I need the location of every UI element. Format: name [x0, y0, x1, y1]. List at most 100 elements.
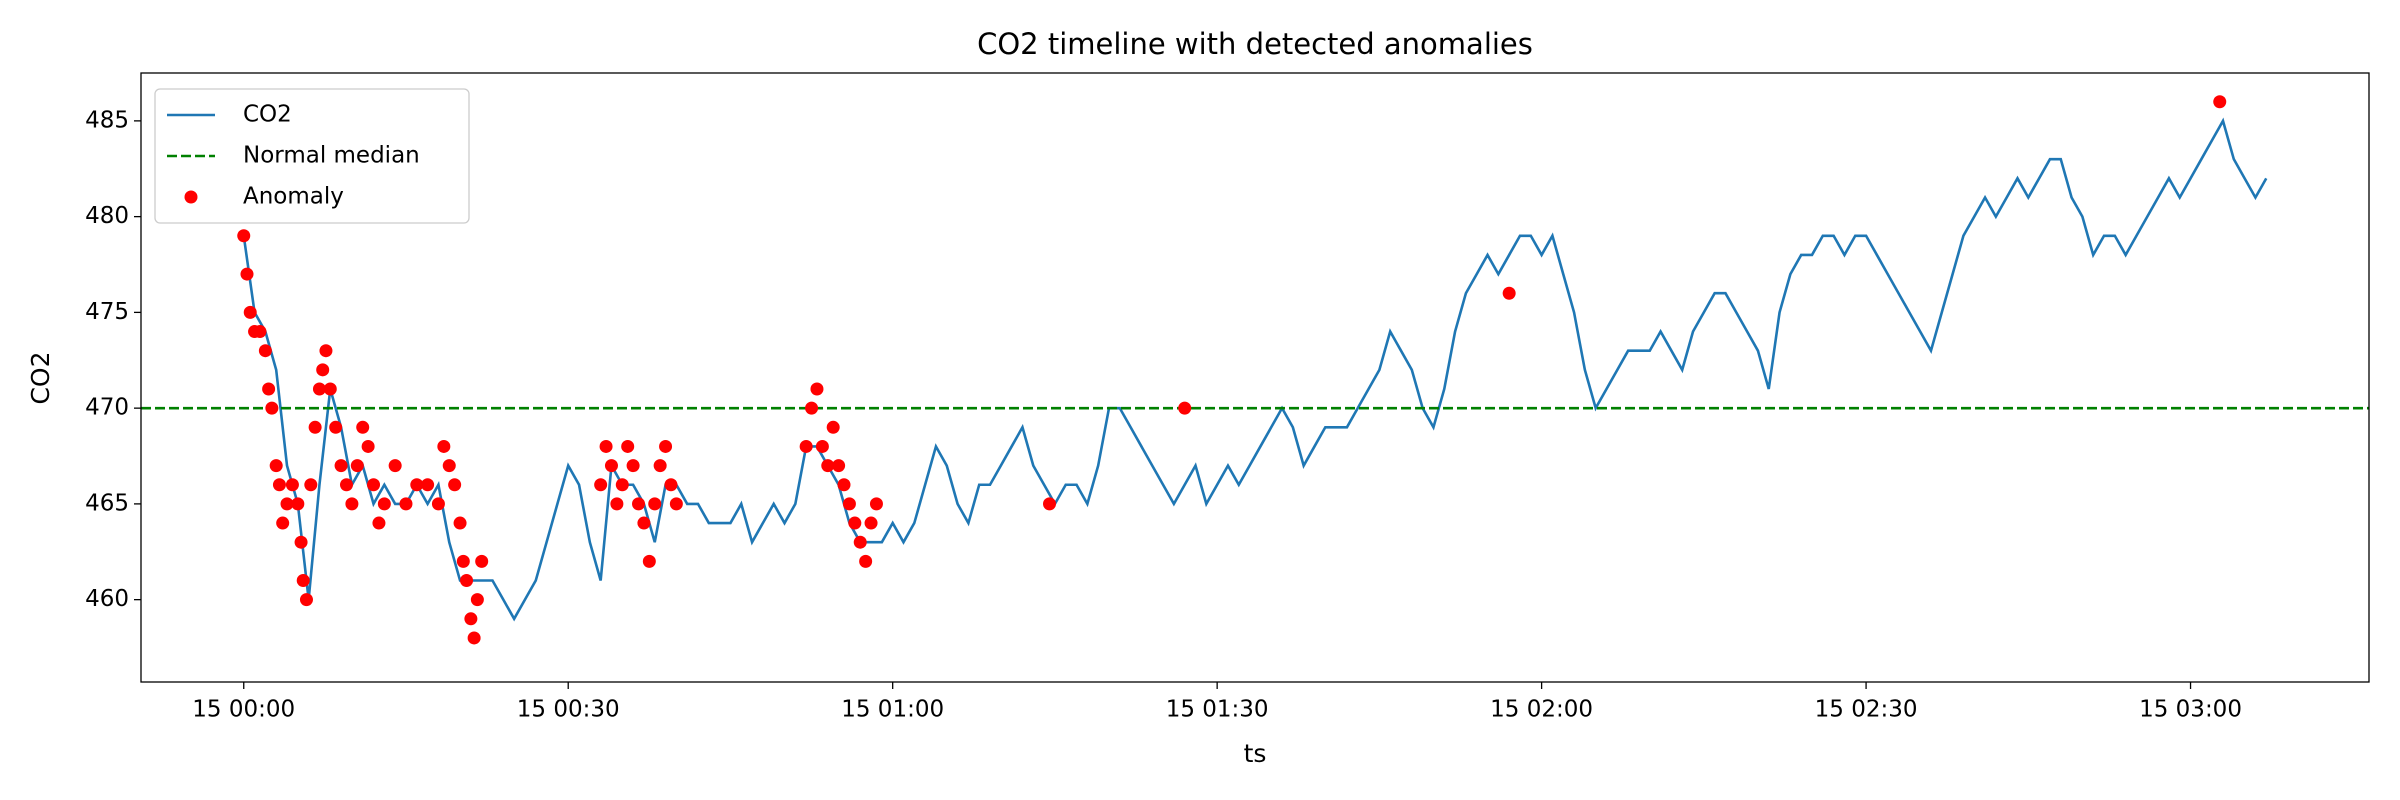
anomaly-point	[464, 612, 478, 626]
anomaly-point	[799, 439, 813, 453]
anomaly-point	[810, 382, 824, 396]
anomaly-point	[269, 459, 283, 473]
anomaly-point	[329, 420, 343, 434]
anomaly-point	[456, 554, 470, 568]
anomaly-point	[664, 478, 678, 492]
anomaly-point	[826, 420, 840, 434]
anomaly-point	[388, 459, 402, 473]
anomaly-point	[453, 516, 467, 530]
anomaly-point	[467, 631, 481, 645]
anomaly-point	[837, 478, 851, 492]
anomaly-point	[475, 554, 489, 568]
anomaly-point	[1043, 497, 1057, 511]
anomaly-point	[291, 497, 305, 511]
anomaly-point	[821, 459, 835, 473]
legend-label: CO2	[243, 102, 292, 128]
anomaly-point	[599, 439, 613, 453]
anomaly-point	[610, 497, 624, 511]
anomaly-point	[253, 325, 267, 339]
anomaly-point	[815, 439, 829, 453]
x-axis-label: ts	[1244, 739, 1267, 768]
anomaly-point	[294, 535, 308, 549]
x-tick-label: 15 02:00	[1490, 697, 1593, 723]
anomaly-point	[604, 459, 618, 473]
anomaly-point	[265, 401, 279, 415]
anomaly-point	[669, 497, 683, 511]
x-tick-label: 15 01:00	[841, 697, 944, 723]
anomaly-point	[632, 497, 646, 511]
x-tick-label: 15 02:30	[1815, 697, 1918, 723]
anomaly-point	[460, 574, 474, 587]
anomaly-point	[594, 478, 608, 492]
anomaly-point	[421, 478, 435, 492]
anomaly-point	[869, 497, 883, 511]
anomaly-point	[280, 497, 294, 511]
y-tick-label: 480	[85, 203, 129, 229]
anomaly-point	[345, 497, 359, 511]
anomaly-point	[312, 382, 326, 396]
anomaly-point	[659, 439, 673, 453]
anomaly-point	[470, 593, 484, 607]
y-tick-label: 470	[85, 395, 129, 421]
x-tick-label: 15 00:00	[192, 697, 295, 723]
anomaly-point	[243, 305, 257, 319]
anomaly-point	[864, 516, 878, 530]
anomaly-point	[2213, 95, 2227, 109]
anomaly-point	[323, 382, 337, 396]
anomaly-point	[258, 344, 272, 358]
legend-box	[154, 88, 470, 224]
anomaly-point	[1178, 401, 1192, 415]
anomaly-point	[410, 478, 424, 492]
anomaly-point	[299, 593, 313, 607]
anomaly-point	[285, 478, 299, 492]
anomaly-point	[334, 459, 348, 473]
anomaly-point	[296, 574, 310, 587]
anomaly-point	[859, 554, 873, 568]
anomaly-point	[237, 229, 251, 243]
anomaly-point	[240, 267, 254, 281]
anomaly-point	[626, 459, 640, 473]
anomaly-point	[308, 420, 322, 434]
chart-title: CO2 timeline with detected anomalies	[977, 27, 1533, 61]
anomaly-point	[805, 401, 819, 415]
anomaly-point	[615, 478, 629, 492]
anomaly-point	[262, 382, 276, 396]
x-tick-label: 15 00:30	[517, 697, 620, 723]
anomaly-point	[442, 459, 456, 473]
anomaly-point	[648, 497, 662, 511]
anomaly-point	[448, 478, 462, 492]
y-tick-label: 465	[85, 490, 129, 516]
anomaly-point	[621, 439, 635, 453]
anomaly-point	[272, 478, 286, 492]
anomaly-point	[316, 363, 330, 377]
anomaly-point	[361, 439, 375, 453]
anomaly-point	[431, 497, 445, 511]
anomaly-point	[637, 516, 651, 530]
legend-label: Anomaly	[243, 184, 344, 210]
anomaly-point	[350, 459, 364, 473]
anomaly-point	[653, 459, 667, 473]
y-tick-label: 485	[85, 107, 129, 133]
legend-swatch	[184, 190, 198, 204]
anomaly-point	[276, 516, 290, 530]
anomaly-point	[356, 420, 370, 434]
anomaly-point	[399, 497, 413, 511]
anomaly-point	[1502, 286, 1516, 300]
co2-line	[242, 117, 2268, 622]
legend-label: Normal median	[243, 143, 420, 169]
anomaly-point	[832, 459, 846, 473]
y-tick-label: 475	[85, 299, 129, 325]
anomaly-point	[372, 516, 386, 530]
plot-frame	[140, 72, 2370, 683]
anomaly-point	[304, 478, 318, 492]
y-tick-label: 460	[85, 586, 129, 612]
anomaly-point	[319, 344, 333, 358]
anomaly-point	[853, 535, 867, 549]
anomaly-point	[642, 554, 656, 568]
anomaly-point	[339, 478, 353, 492]
x-tick-label: 15 01:30	[1166, 697, 1269, 723]
anomaly-point	[842, 497, 856, 511]
x-tick-label: 15 03:00	[2139, 697, 2242, 723]
